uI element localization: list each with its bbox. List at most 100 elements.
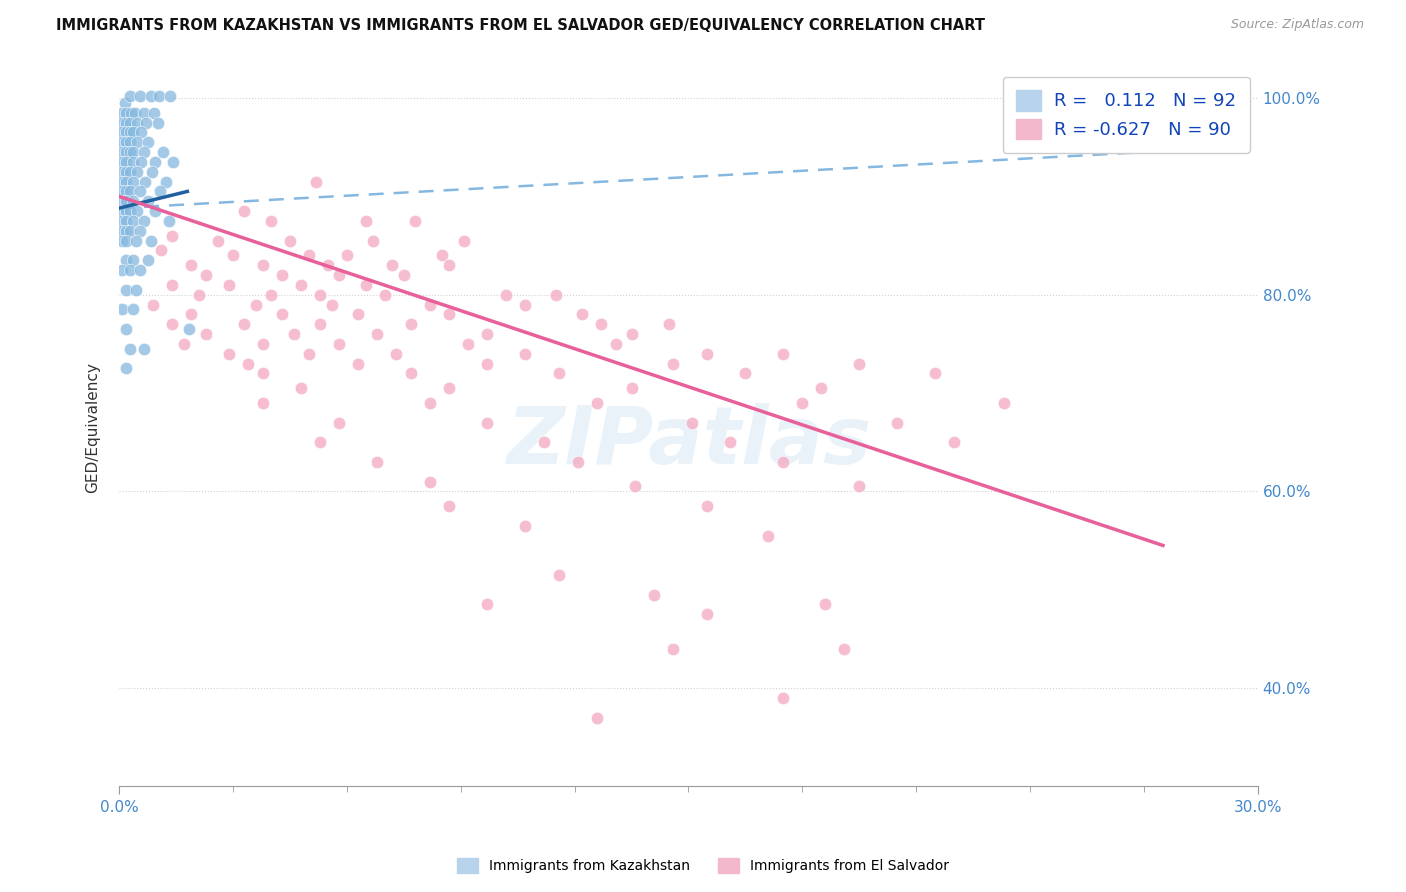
Point bbox=[111, 234, 134, 248]
Point bbox=[605, 336, 627, 351]
Point bbox=[111, 135, 134, 149]
Point bbox=[477, 416, 499, 430]
Point bbox=[309, 287, 332, 301]
Point bbox=[132, 105, 155, 120]
Point bbox=[347, 307, 370, 321]
Point bbox=[792, 396, 814, 410]
Point bbox=[993, 396, 1015, 410]
Point bbox=[283, 326, 305, 341]
Point bbox=[111, 175, 134, 189]
Point bbox=[515, 518, 537, 533]
Point bbox=[111, 302, 134, 317]
Point bbox=[477, 357, 499, 371]
Point bbox=[129, 185, 152, 199]
Point bbox=[122, 125, 145, 139]
Point bbox=[173, 336, 195, 351]
Point bbox=[401, 367, 423, 381]
Point bbox=[120, 105, 142, 120]
Point bbox=[260, 214, 283, 228]
Point bbox=[124, 105, 146, 120]
Point bbox=[718, 435, 741, 450]
Point bbox=[832, 641, 855, 656]
Point bbox=[260, 287, 283, 301]
Point bbox=[111, 204, 134, 219]
Point bbox=[118, 135, 141, 149]
Point bbox=[179, 322, 201, 336]
Point bbox=[392, 268, 415, 282]
Point bbox=[772, 347, 794, 361]
Point bbox=[290, 277, 312, 292]
Point bbox=[160, 228, 183, 243]
Point bbox=[810, 381, 832, 395]
Point bbox=[155, 175, 177, 189]
Point bbox=[132, 342, 155, 356]
Point bbox=[366, 326, 388, 341]
Point bbox=[118, 89, 141, 103]
Point bbox=[118, 125, 141, 139]
Point bbox=[125, 234, 148, 248]
Point bbox=[115, 194, 138, 209]
Point bbox=[129, 263, 152, 277]
Point bbox=[122, 155, 145, 169]
Point bbox=[620, 381, 643, 395]
Text: ZIPatlas: ZIPatlas bbox=[506, 403, 870, 481]
Point bbox=[309, 317, 332, 331]
Point bbox=[127, 115, 149, 129]
Point bbox=[122, 175, 145, 189]
Point bbox=[141, 234, 163, 248]
Point bbox=[129, 125, 152, 139]
Point bbox=[118, 342, 141, 356]
Text: Source: ZipAtlas.com: Source: ZipAtlas.com bbox=[1230, 18, 1364, 31]
Point bbox=[122, 253, 145, 268]
Point bbox=[122, 145, 145, 160]
Point bbox=[305, 175, 328, 189]
Point bbox=[159, 89, 181, 103]
Point bbox=[515, 297, 537, 311]
Point bbox=[132, 145, 155, 160]
Point bbox=[157, 214, 180, 228]
Point bbox=[943, 435, 966, 450]
Point bbox=[149, 244, 172, 258]
Point bbox=[848, 479, 870, 493]
Point bbox=[290, 381, 312, 395]
Point bbox=[111, 115, 134, 129]
Point bbox=[195, 268, 218, 282]
Point bbox=[439, 499, 461, 513]
Point bbox=[111, 125, 134, 139]
Point bbox=[187, 287, 209, 301]
Point bbox=[252, 336, 274, 351]
Point bbox=[111, 155, 134, 169]
Point bbox=[245, 297, 267, 311]
Point bbox=[354, 277, 377, 292]
Point bbox=[772, 455, 794, 469]
Point bbox=[218, 277, 240, 292]
Point bbox=[115, 361, 138, 376]
Point bbox=[115, 204, 138, 219]
Point bbox=[118, 204, 141, 219]
Point bbox=[111, 185, 134, 199]
Point bbox=[129, 224, 152, 238]
Point bbox=[136, 253, 159, 268]
Point bbox=[118, 115, 141, 129]
Point bbox=[122, 194, 145, 209]
Point bbox=[111, 214, 134, 228]
Point bbox=[148, 89, 170, 103]
Point bbox=[567, 455, 589, 469]
Point bbox=[136, 194, 159, 209]
Point bbox=[141, 165, 163, 179]
Point bbox=[143, 155, 166, 169]
Point bbox=[218, 347, 240, 361]
Point bbox=[115, 283, 138, 297]
Point bbox=[328, 268, 350, 282]
Point bbox=[115, 224, 138, 238]
Point bbox=[439, 307, 461, 321]
Point bbox=[146, 115, 169, 129]
Point bbox=[696, 499, 718, 513]
Point bbox=[477, 326, 499, 341]
Point bbox=[548, 367, 571, 381]
Point bbox=[548, 568, 571, 582]
Point bbox=[316, 258, 339, 272]
Point bbox=[115, 175, 138, 189]
Point bbox=[571, 307, 593, 321]
Point bbox=[586, 710, 609, 724]
